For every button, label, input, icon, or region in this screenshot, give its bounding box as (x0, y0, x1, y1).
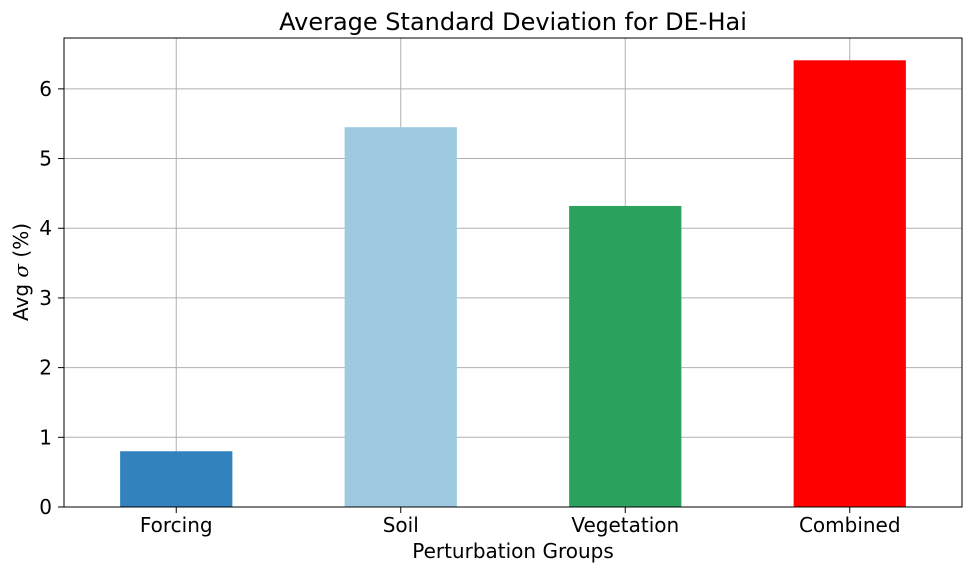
y-axis-label-prefix: Avg (9, 278, 33, 321)
x-tick-label: Forcing (140, 513, 213, 537)
y-axis-label-suffix: (%) (9, 223, 33, 264)
y-tick-label: 3 (39, 286, 52, 310)
y-tick-label: 0 (39, 495, 52, 519)
y-tick-label: 6 (39, 77, 52, 101)
bar-soil (344, 127, 457, 507)
bar-vegetation (569, 205, 682, 507)
y-tick-label: 5 (39, 147, 52, 171)
y-tick-label: 4 (39, 216, 52, 240)
x-axis-label: Perturbation Groups (412, 539, 614, 563)
y-axis-label: Avg σ (%) (9, 223, 33, 321)
y-tick-label: 1 (39, 425, 52, 449)
plot-frame (63, 37, 963, 508)
chart-title: Average Standard Deviation for DE-Hai (279, 8, 747, 36)
bar-forcing (120, 451, 233, 507)
y-tick-label: 2 (39, 356, 52, 380)
x-tick-label: Combined (799, 513, 901, 537)
y-axis-label-sigma: σ (9, 263, 33, 278)
bars (120, 60, 906, 508)
x-tick-label: Vegetation (571, 513, 679, 537)
bar-combined (793, 60, 906, 508)
axis-ticks: 0 1 2 3 4 5 6 Forcing Soil Vegetation Combined (39, 77, 900, 537)
x-tick-label: Soil (383, 513, 419, 537)
